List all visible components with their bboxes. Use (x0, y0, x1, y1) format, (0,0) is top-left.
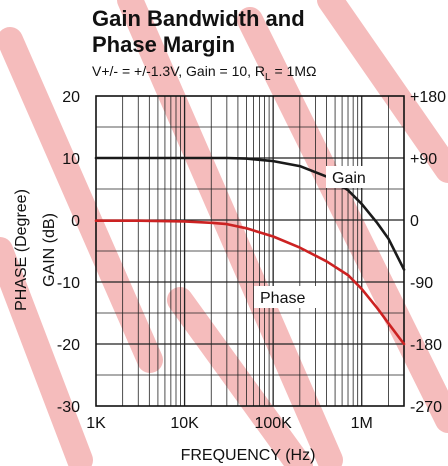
x-axis-label: FREQUENCY (Hz) (181, 447, 316, 464)
x-tick-label: 1K (86, 415, 106, 432)
chart-subtitle: V+/- = +/-1.3V, Gain = 10, RL = 1MΩ (92, 63, 316, 83)
y-tick-label-gain: 10 (62, 151, 80, 168)
y-tick-label-phase: -180 (410, 337, 442, 354)
y-axis-label-gain: GAIN (dB) (41, 213, 58, 287)
watermark-stroke (0, 27, 163, 373)
y-axis-label-phase: PHASE (Degree) (13, 189, 30, 311)
x-tick-label: 1M (351, 415, 373, 432)
y-tick-label-phase: +180 (410, 89, 446, 106)
gain-series-label: Gain (332, 170, 366, 187)
y-tick-label-phase: 0 (410, 213, 419, 230)
phase-series-label: Phase (260, 290, 305, 307)
watermark-stroke (317, 0, 448, 183)
y-tick-label-phase: -90 (410, 275, 433, 292)
y-tick-label-gain: 20 (62, 89, 80, 106)
watermark-stroke (167, 287, 313, 466)
series-line-phase (94, 219, 406, 346)
ticks-layer: 1K 10K 100K 1M 20 10 0 -10 -20 -30 +180 +90 0 -90 -180… (57, 89, 446, 432)
chart-title-line2: Phase Margin (92, 32, 235, 57)
y-tick-label-phase: +90 (410, 151, 437, 168)
phase-label-bg (254, 286, 320, 308)
series-layer (94, 156, 406, 346)
gain-label-bg (326, 166, 378, 188)
y-tick-label-phase: -270 (410, 399, 442, 416)
watermark-stroke (0, 237, 93, 466)
plot-frame (95, 95, 405, 407)
subtitle-subscript: L (265, 72, 271, 83)
subtitle-prefix: V+/- = +/-1.3V, Gain = 10, R (92, 63, 265, 79)
x-tick-label: 10K (170, 415, 199, 432)
series-line-gain (94, 156, 406, 271)
subtitle-suffix: = 1MΩ (271, 63, 317, 79)
y-tick-label-gain: 0 (71, 213, 80, 230)
y-tick-label-gain: -10 (57, 275, 80, 292)
chart-title-line1: Gain Bandwidth and (92, 6, 305, 31)
y-tick-label-gain: -20 (57, 337, 80, 354)
y-tick-label-gain: -30 (57, 399, 80, 416)
watermark-stroke (117, 0, 343, 466)
x-tick-label: 100K (254, 415, 292, 432)
